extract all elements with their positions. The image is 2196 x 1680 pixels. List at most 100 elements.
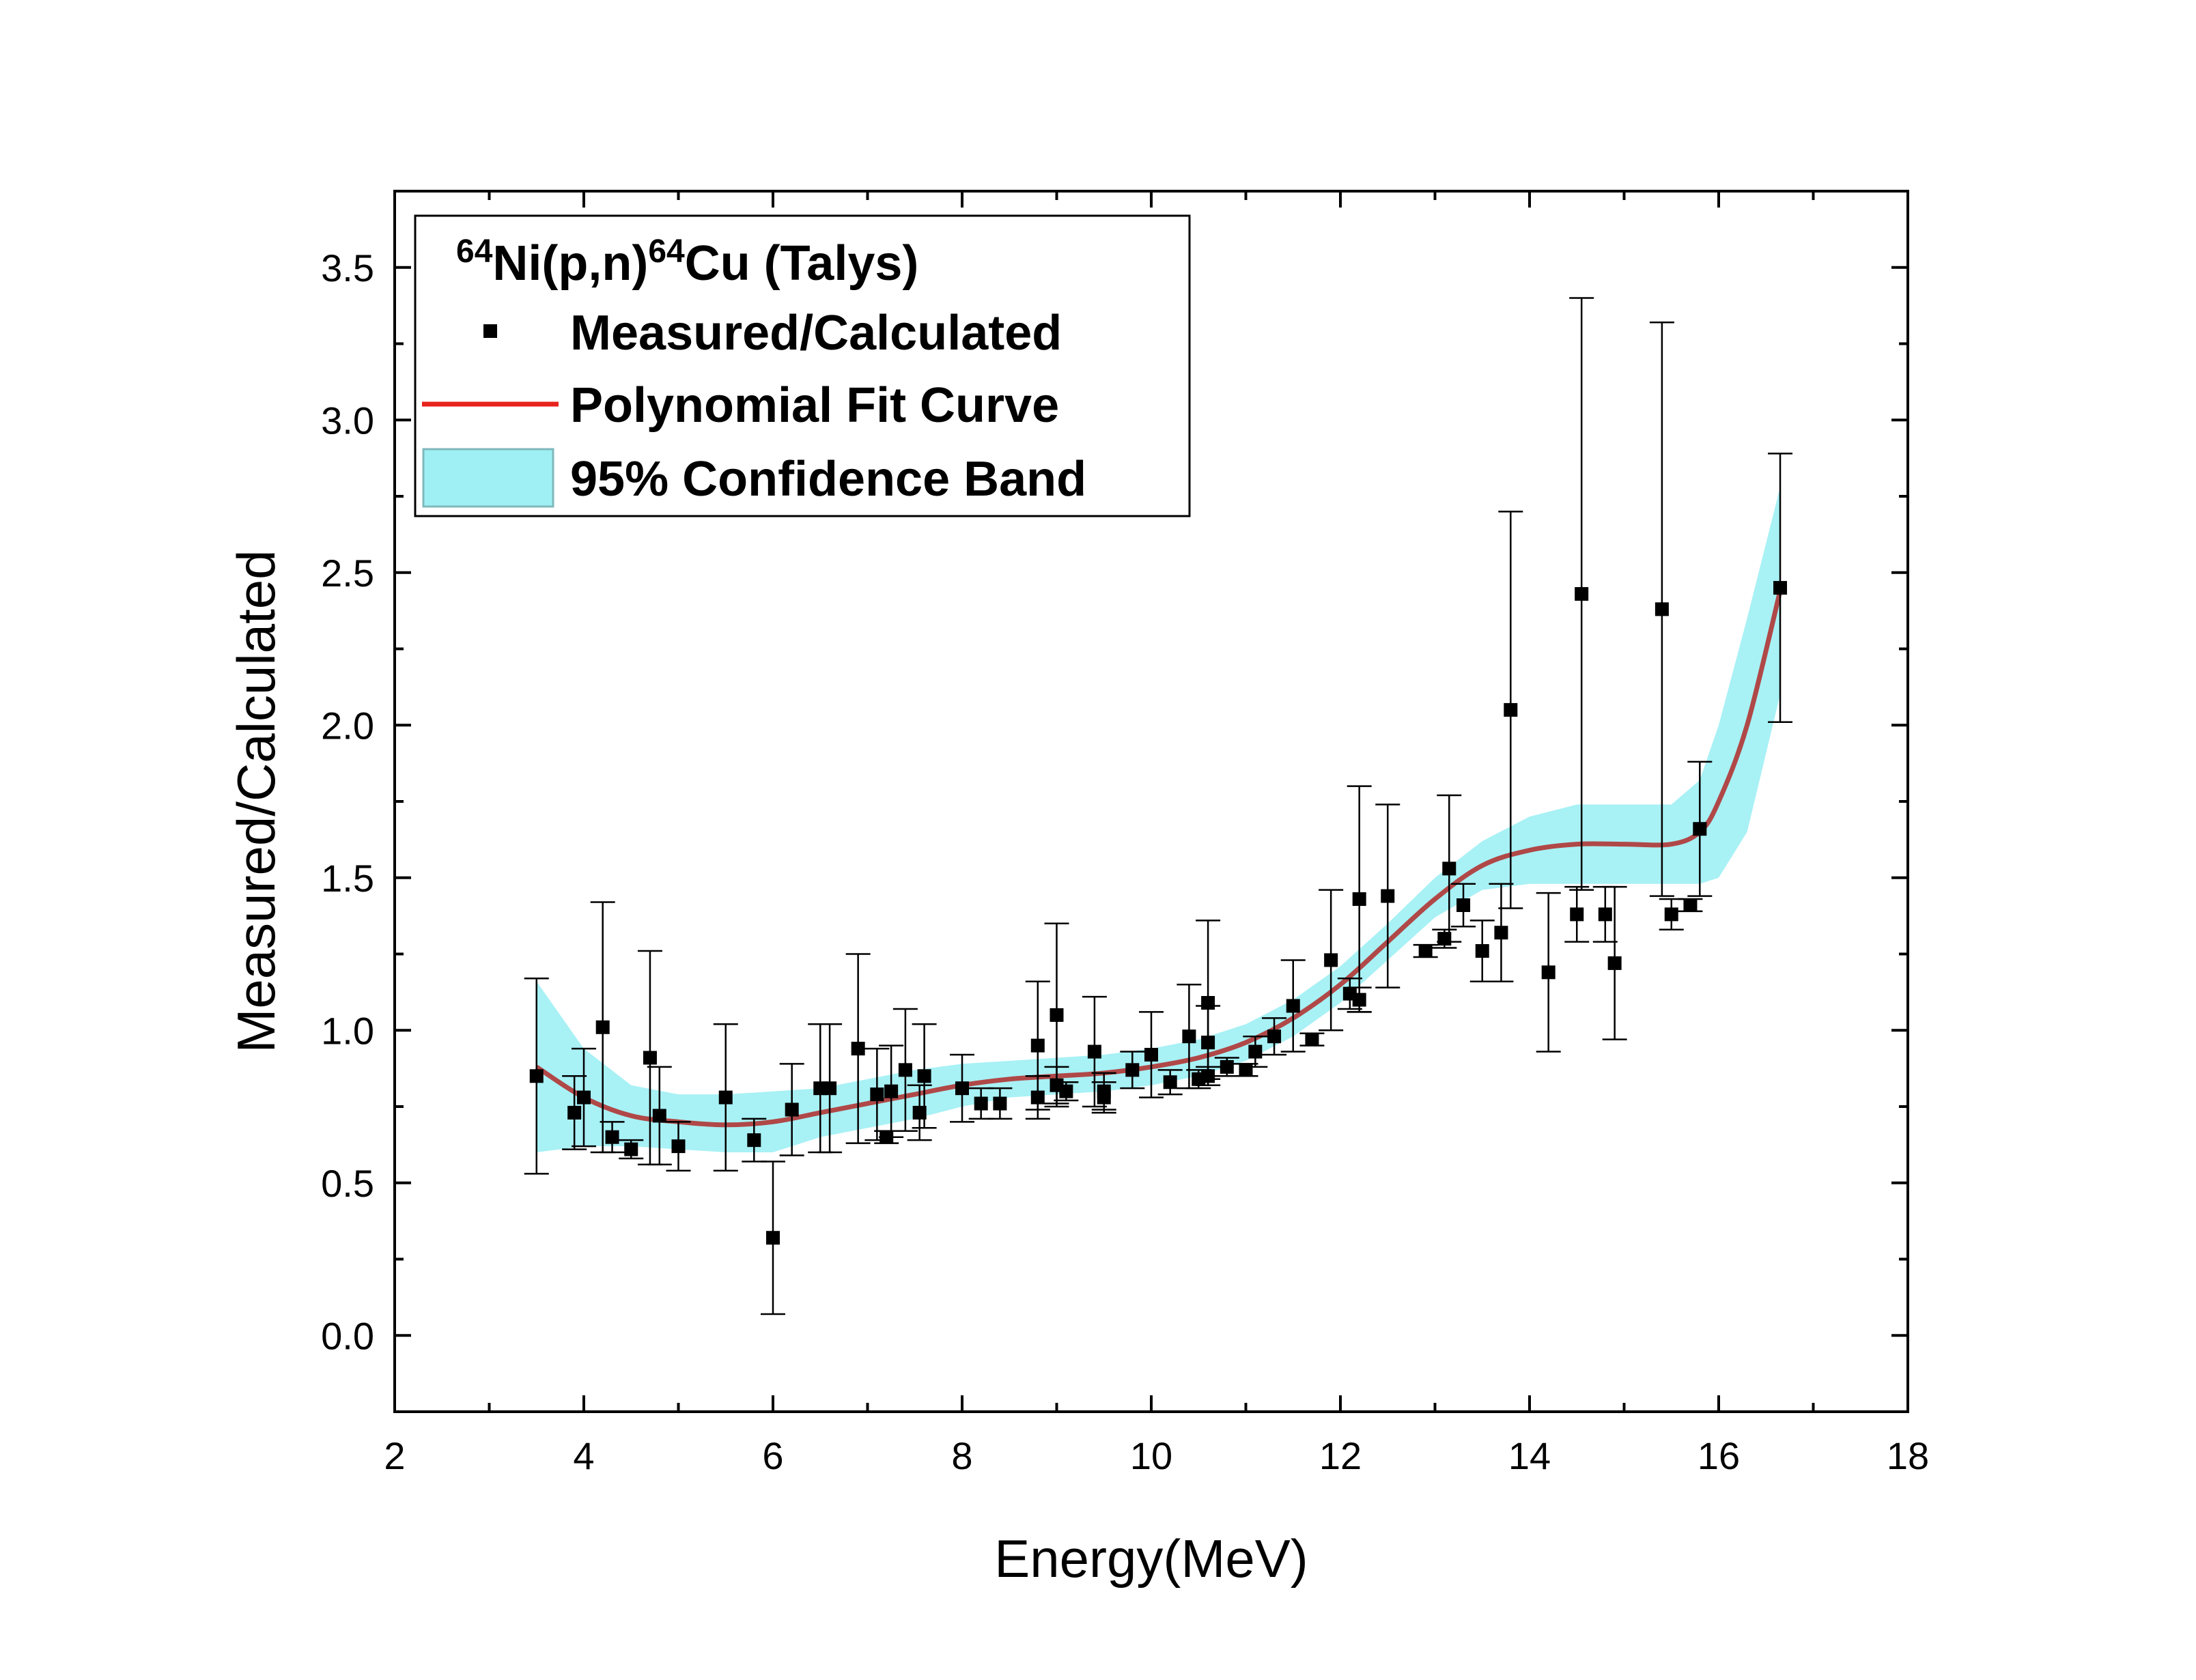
data-point (1413, 943, 1438, 958)
x-tick-label: 12 (1319, 1434, 1362, 1477)
data-point (572, 1047, 596, 1148)
data-point (987, 1087, 1013, 1120)
data-point (1687, 760, 1713, 897)
data-point (1569, 297, 1594, 891)
point-marker (567, 1105, 582, 1120)
point-marker (624, 1142, 638, 1156)
legend-label-points: Measured/Calculated (570, 306, 1062, 360)
data-point (1214, 1057, 1239, 1077)
data-point (600, 1121, 625, 1154)
confidence-band-layer (536, 487, 1780, 1152)
point-marker (1267, 1029, 1282, 1044)
data-point (619, 1139, 644, 1160)
data-point (1659, 898, 1684, 930)
point-marker (605, 1130, 619, 1144)
data-point (1649, 321, 1674, 897)
point-marker (1201, 1036, 1215, 1050)
y-tick-label: 1.0 (321, 1009, 374, 1052)
legend: 64Ni(p,n)64Cu (Talys) Measured/Calculate… (414, 214, 1191, 517)
point-marker (1664, 907, 1678, 922)
point-marker (1683, 898, 1698, 912)
point-marker (1475, 944, 1489, 958)
data-point (1602, 885, 1627, 1040)
point-marker (1087, 1044, 1101, 1059)
data-point (666, 1121, 691, 1172)
data-point (1262, 1017, 1287, 1056)
data-point (1280, 959, 1306, 1053)
data-point (562, 1075, 587, 1150)
data-point (1044, 922, 1069, 1108)
point-marker (1125, 1063, 1140, 1077)
data-point (1564, 885, 1590, 943)
data-point (1243, 1035, 1268, 1068)
point-marker (643, 1051, 657, 1065)
point-marker (974, 1096, 988, 1111)
point-marker (1442, 862, 1456, 876)
point-marker (1381, 889, 1395, 903)
data-point (1678, 898, 1703, 913)
point-marker (1494, 926, 1508, 940)
data-point (1347, 785, 1372, 1013)
point-marker (1059, 1084, 1073, 1098)
point-marker (1220, 1059, 1234, 1074)
point-marker (1050, 1008, 1064, 1022)
data-point (1196, 1005, 1221, 1081)
legend-marker-band (422, 448, 554, 508)
legend-label-fit: Polynomial Fit Curve (570, 378, 1059, 433)
point-marker (1504, 702, 1518, 717)
data-point (907, 1084, 932, 1141)
point-marker (1570, 907, 1584, 922)
data-point (879, 1044, 904, 1138)
data-point (761, 1161, 785, 1315)
data-point (779, 1063, 804, 1156)
legend-title-sup-2: 64 (648, 233, 685, 270)
y-tick-label: 0.0 (321, 1314, 374, 1357)
legend-title-sup-1: 64 (456, 233, 493, 270)
point-marker (1324, 953, 1338, 967)
data-point (1437, 794, 1462, 943)
point-marker (884, 1084, 899, 1098)
x-axis-title: Energy(MeV) (994, 1528, 1308, 1589)
y-tick-label: 0.5 (321, 1162, 374, 1205)
x-tick-label: 14 (1508, 1434, 1551, 1477)
legend-label-band: 95% Confidence Band (570, 452, 1086, 507)
point-marker (747, 1133, 761, 1148)
point-marker (529, 1069, 544, 1083)
point-marker (1693, 822, 1707, 836)
point-marker (595, 1020, 610, 1034)
point-marker (870, 1087, 884, 1102)
point-marker (671, 1139, 686, 1154)
point-marker (1418, 944, 1433, 958)
x-tick-label: 18 (1887, 1434, 1929, 1477)
x-tick-label: 8 (951, 1434, 972, 1477)
data-point (1157, 1069, 1183, 1096)
x-tick-label: 6 (762, 1434, 783, 1477)
x-tick-label: 4 (573, 1434, 594, 1477)
point-marker (1305, 1032, 1319, 1047)
y-tick-label: 3.5 (321, 246, 374, 289)
point-marker (912, 1105, 927, 1120)
point-marker (898, 1063, 912, 1077)
point-marker (823, 1081, 837, 1096)
data-point (1299, 1032, 1325, 1047)
x-tick-label: 10 (1130, 1434, 1172, 1477)
point-marker (718, 1090, 733, 1105)
axis-ticks-layer: 2 4 6 8 10 12 14 16 18 0.0 0.5 1.0 1.5 2.0 2.5 3.0 3.5 (321, 190, 1929, 1477)
x-tick-label: 2 (384, 1434, 405, 1477)
point-marker (1182, 1029, 1196, 1044)
data-point (1768, 453, 1793, 724)
data-point (1319, 889, 1344, 1031)
data-point (1082, 995, 1107, 1108)
point-marker (1773, 581, 1788, 595)
legend-title-tail: Cu (Talys) (685, 236, 919, 291)
point-marker (1144, 1048, 1158, 1062)
legend-marker-points (483, 324, 497, 338)
y-tick-label: 2.5 (321, 552, 374, 595)
point-marker (1352, 892, 1366, 907)
data-point (647, 1066, 672, 1166)
y-tick-label: 1.5 (321, 857, 374, 900)
data-point (892, 1008, 918, 1133)
y-tick-label: 2.0 (321, 704, 374, 747)
data-point (1025, 980, 1050, 1111)
